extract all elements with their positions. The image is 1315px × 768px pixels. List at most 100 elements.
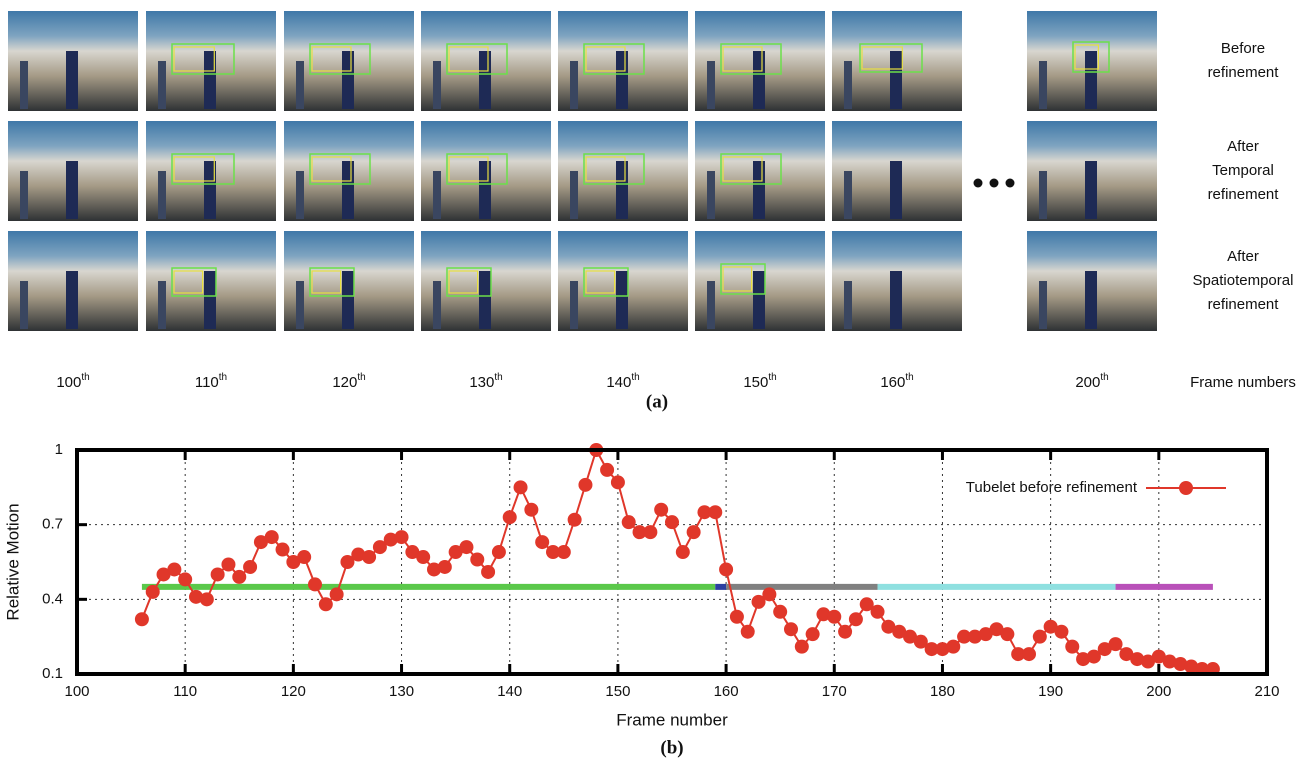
point bbox=[232, 570, 246, 584]
x-tick-label: 170 bbox=[822, 683, 847, 700]
frame-label: 160th bbox=[880, 372, 913, 391]
person bbox=[1039, 171, 1047, 219]
point bbox=[1109, 637, 1123, 651]
point bbox=[211, 567, 225, 581]
point bbox=[557, 545, 571, 559]
person bbox=[433, 281, 441, 329]
person bbox=[479, 271, 491, 329]
person bbox=[570, 171, 578, 219]
point bbox=[1000, 627, 1014, 641]
person bbox=[342, 51, 354, 109]
frame-suffix: th bbox=[768, 372, 776, 383]
frame-suffix: th bbox=[494, 372, 502, 383]
point bbox=[708, 505, 722, 519]
frame-label: 130th bbox=[469, 372, 502, 391]
person bbox=[890, 271, 902, 329]
person bbox=[479, 51, 491, 109]
figure: Frame numbers (a) Tubelet before refinem… bbox=[0, 0, 1315, 768]
point bbox=[578, 478, 592, 492]
point bbox=[741, 625, 755, 639]
person bbox=[20, 61, 28, 109]
frame-suffix: th bbox=[81, 372, 89, 383]
person bbox=[296, 171, 304, 219]
x-tick-label: 100 bbox=[64, 683, 89, 700]
person bbox=[1085, 271, 1097, 329]
person bbox=[342, 271, 354, 329]
person bbox=[1085, 161, 1097, 219]
x-tick-label: 110 bbox=[173, 683, 197, 700]
point bbox=[784, 622, 798, 636]
person bbox=[1039, 281, 1047, 329]
person bbox=[570, 61, 578, 109]
point bbox=[459, 540, 473, 554]
point bbox=[524, 503, 538, 517]
frame-number: 160 bbox=[880, 374, 905, 391]
frame-label: 120th bbox=[332, 372, 365, 391]
point bbox=[167, 562, 181, 576]
person bbox=[753, 271, 765, 329]
person bbox=[158, 61, 166, 109]
frame-number: 120 bbox=[332, 374, 357, 391]
point bbox=[622, 515, 636, 529]
point bbox=[600, 463, 614, 477]
point bbox=[773, 605, 787, 619]
y-axis-label: Relative Motion bbox=[3, 503, 22, 620]
person bbox=[616, 161, 628, 219]
point bbox=[568, 513, 582, 527]
y-tick-label: 0.4 bbox=[42, 590, 63, 607]
point bbox=[330, 587, 344, 601]
person bbox=[479, 161, 491, 219]
frame-suffix: th bbox=[219, 372, 227, 383]
x-tick-label: 200 bbox=[1146, 683, 1171, 700]
point bbox=[243, 560, 257, 574]
point bbox=[665, 515, 679, 529]
person bbox=[433, 61, 441, 109]
point bbox=[535, 535, 549, 549]
point bbox=[492, 545, 506, 559]
point bbox=[946, 640, 960, 654]
frame-suffix: th bbox=[905, 372, 913, 383]
x-tick-label: 130 bbox=[389, 683, 414, 700]
person bbox=[20, 171, 28, 219]
frame-label: 140th bbox=[606, 372, 639, 391]
point bbox=[178, 572, 192, 586]
point bbox=[221, 557, 235, 571]
point bbox=[1033, 630, 1047, 644]
person bbox=[844, 61, 852, 109]
point bbox=[838, 625, 852, 639]
point bbox=[719, 562, 733, 576]
frame-number: 130 bbox=[469, 374, 494, 391]
point bbox=[795, 640, 809, 654]
row-label: refinement bbox=[1208, 296, 1280, 313]
frame-number: 140 bbox=[606, 374, 631, 391]
person bbox=[204, 271, 216, 329]
row-label: refinement bbox=[1208, 186, 1280, 203]
caption-a: (a) bbox=[646, 391, 668, 412]
row-label: Spatiotemporal bbox=[1193, 272, 1294, 289]
point bbox=[362, 550, 376, 564]
point bbox=[297, 550, 311, 564]
person bbox=[296, 61, 304, 109]
point bbox=[687, 525, 701, 539]
row-label: After bbox=[1227, 248, 1259, 265]
person bbox=[1085, 51, 1097, 109]
person bbox=[707, 281, 715, 329]
x-tick-label: 160 bbox=[714, 683, 739, 700]
person bbox=[66, 161, 78, 219]
person bbox=[753, 51, 765, 109]
person bbox=[616, 51, 628, 109]
x-tick-label: 140 bbox=[497, 683, 522, 700]
person bbox=[433, 171, 441, 219]
person bbox=[158, 171, 166, 219]
person bbox=[66, 51, 78, 109]
frame-label: 100th bbox=[56, 372, 89, 391]
legend-label: Tubelet before refinement bbox=[966, 479, 1138, 496]
row-label: refinement bbox=[1208, 64, 1280, 81]
point bbox=[308, 577, 322, 591]
person bbox=[753, 161, 765, 219]
frame-number: 110 bbox=[195, 374, 219, 391]
point bbox=[438, 560, 452, 574]
frame-suffix: th bbox=[357, 372, 365, 383]
person bbox=[707, 61, 715, 109]
point bbox=[730, 610, 744, 624]
